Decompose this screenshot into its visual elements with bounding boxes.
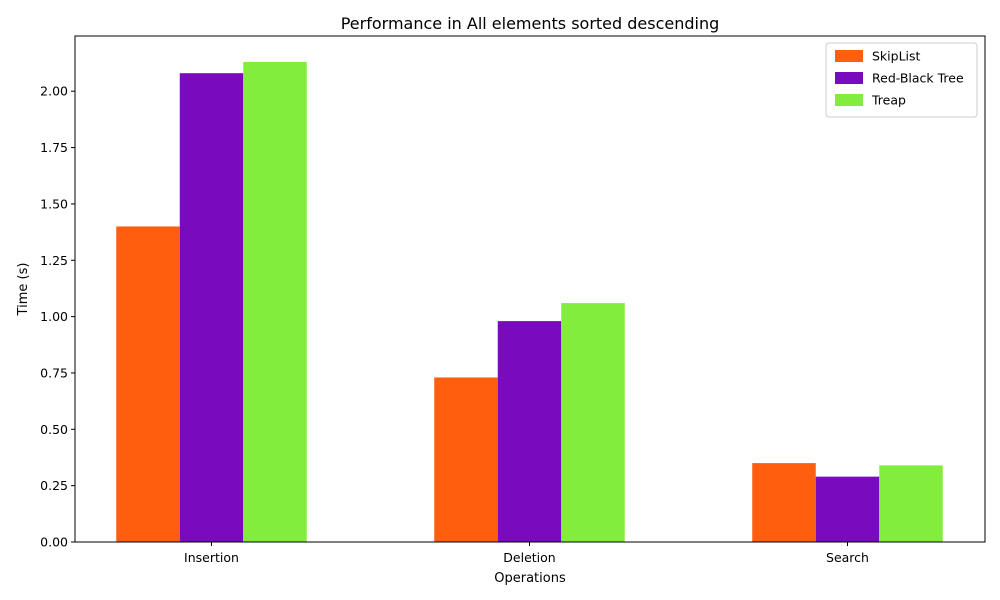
x-axis: Insertion Deletion Search [184, 542, 869, 565]
x-tick-label: Insertion [184, 550, 239, 565]
bar-skiplist-insertion [116, 226, 180, 542]
x-tick-label: Search [826, 550, 869, 565]
legend-swatch [835, 50, 863, 62]
x-tick-label: Deletion [503, 550, 555, 565]
y-tick-label: 1.75 [40, 140, 68, 155]
chart-title: Performance in All elements sorted desce… [341, 14, 720, 33]
y-axis: 0.00 0.25 0.50 0.75 1.00 1.25 1.50 1.75 2.00 [40, 84, 75, 550]
y-tick-label: 0.50 [40, 422, 68, 437]
y-tick-label: 1.00 [40, 309, 68, 324]
bar-treap-insertion [243, 61, 307, 542]
legend-label: Treap [871, 93, 906, 108]
y-axis-label: Time (s) [16, 263, 31, 317]
legend-swatch [835, 72, 863, 84]
legend-label: SkipList [872, 49, 921, 64]
legend: SkipList Red-Black Tree Treap [825, 42, 978, 118]
bar-skiplist-deletion [434, 377, 498, 542]
bar-red-black-tree-insertion [179, 73, 244, 543]
x-axis-label: Operations [494, 571, 566, 586]
bar-red-black-tree-search [815, 476, 880, 542]
bar-skiplist-search [752, 463, 816, 542]
bar-treap-search [879, 465, 943, 542]
plot-frame [74, 35, 986, 543]
y-tick-label: 0.75 [40, 365, 68, 380]
y-tick-label: 0.25 [40, 478, 68, 493]
legend-label: Red-Black Tree [872, 71, 964, 86]
y-tick-label: 2.00 [40, 84, 68, 99]
y-tick-label: 0.00 [40, 535, 68, 550]
bars-layer [116, 61, 943, 543]
bar-treap-deletion [561, 303, 625, 542]
y-tick-label: 1.25 [40, 253, 68, 268]
bar-red-black-tree-deletion [497, 321, 562, 542]
legend-swatch [835, 94, 863, 106]
y-tick-label: 1.50 [40, 196, 68, 211]
legend-box [825, 42, 978, 118]
